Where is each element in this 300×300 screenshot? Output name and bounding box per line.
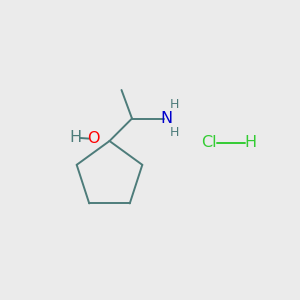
Text: H: H (170, 126, 180, 140)
Text: N: N (160, 111, 172, 126)
Text: O: O (87, 131, 100, 146)
Text: H: H (69, 130, 81, 146)
Text: Cl: Cl (201, 135, 216, 150)
Text: H: H (170, 98, 180, 111)
Text: H: H (244, 135, 256, 150)
